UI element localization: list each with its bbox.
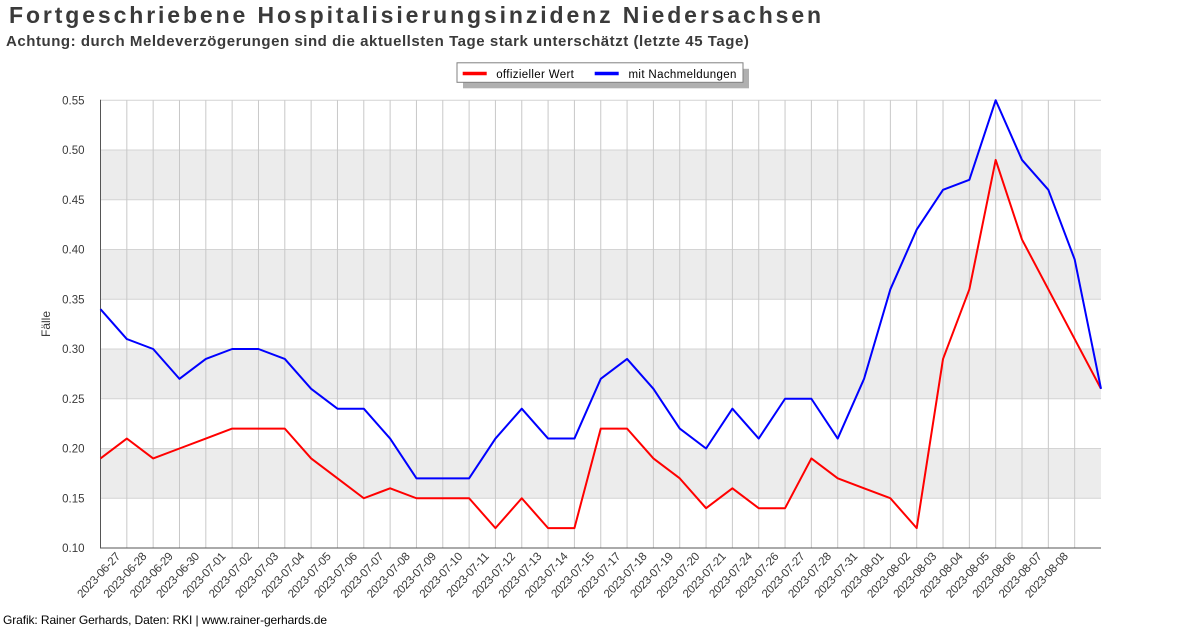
svg-text:0.35: 0.35 xyxy=(62,294,84,306)
svg-text:0.55: 0.55 xyxy=(62,95,84,107)
svg-text:0.10: 0.10 xyxy=(62,543,84,555)
svg-text:0.20: 0.20 xyxy=(62,444,84,456)
svg-text:Grafik: Rainer Gerhards, Daten: Grafik: Rainer Gerhards, Daten: RKI | ww… xyxy=(3,613,327,627)
svg-text:0.25: 0.25 xyxy=(62,394,84,406)
svg-text:0.40: 0.40 xyxy=(62,245,84,257)
svg-text:0.50: 0.50 xyxy=(62,145,84,157)
svg-text:0.15: 0.15 xyxy=(62,493,84,505)
svg-text:0.45: 0.45 xyxy=(62,195,84,207)
svg-text:0.30: 0.30 xyxy=(62,344,84,356)
svg-text:offizieller Wert: offizieller Wert xyxy=(496,69,574,81)
svg-text:Fälle: Fälle xyxy=(39,311,53,337)
svg-text:mit Nachmeldungen: mit Nachmeldungen xyxy=(629,69,737,81)
